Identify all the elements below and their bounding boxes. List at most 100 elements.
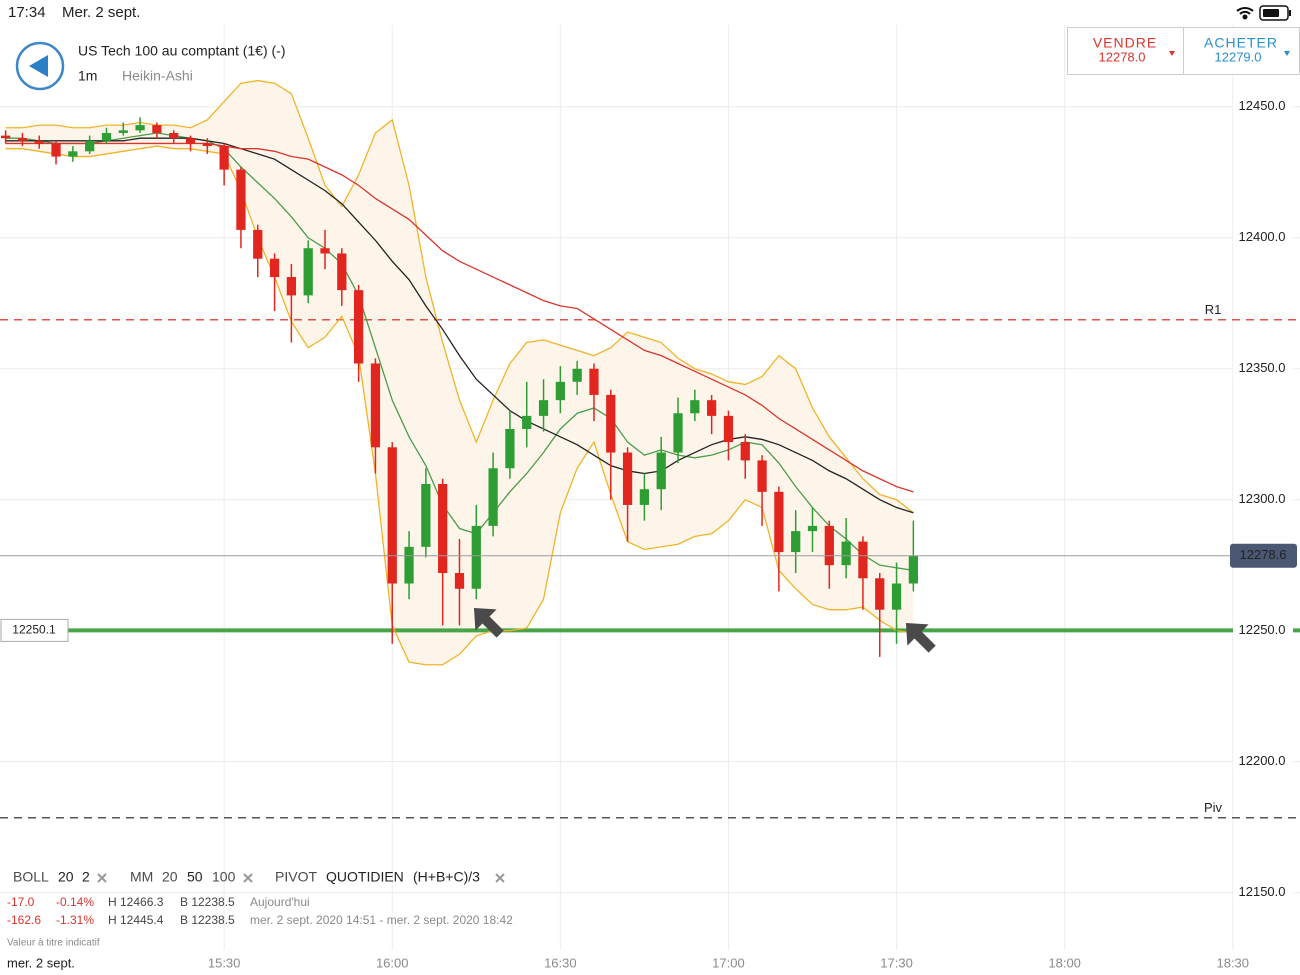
candle-body xyxy=(454,573,465,589)
candle-body xyxy=(152,125,162,133)
y-tick-label: 12300.0 xyxy=(1239,491,1286,506)
buy-label: ACHETER xyxy=(1204,35,1278,51)
candle-body xyxy=(404,546,414,584)
status-date: Mer. 2 sept. xyxy=(62,4,140,21)
y-tick-bg xyxy=(1233,752,1293,771)
candle-body xyxy=(0,135,11,139)
y-tick-bg xyxy=(1233,490,1293,509)
support-label-box xyxy=(0,618,69,642)
x-tick-label: 18:30 xyxy=(1216,955,1249,970)
candle-body xyxy=(538,400,549,416)
candle-body xyxy=(908,555,918,584)
indicator-mm[interactable]: MM 20 50 100 xyxy=(130,869,253,885)
annotation-arrow xyxy=(905,622,936,653)
indicator-name: MM xyxy=(130,869,153,885)
candle-body xyxy=(135,125,145,131)
candle-body xyxy=(690,400,700,414)
indicator-param: 50 xyxy=(187,869,203,885)
candle-body xyxy=(589,368,599,395)
x-tick-label: 16:30 xyxy=(544,955,577,970)
period: Aujourd'hui xyxy=(250,895,310,909)
candle-body xyxy=(774,491,784,553)
candle-body xyxy=(807,525,818,532)
candle-body xyxy=(656,452,666,490)
interval[interactable]: 1m xyxy=(78,68,97,84)
candle-body xyxy=(253,229,263,259)
candle-body xyxy=(85,140,95,152)
change-pct: -0.14% xyxy=(56,895,94,909)
candle-body xyxy=(555,381,565,401)
candle-body xyxy=(51,143,61,157)
candle-body xyxy=(606,394,616,453)
indicator-param: (H+B+C)/3 xyxy=(413,869,480,885)
indicator-param: 20 xyxy=(58,869,74,885)
sell-label: VENDRE xyxy=(1093,35,1157,51)
candle-body xyxy=(118,130,128,133)
y-tick-label: 12400.0 xyxy=(1239,229,1286,244)
y-tick-bg xyxy=(1233,97,1293,116)
date-label: mer. 2 sept. xyxy=(7,955,75,970)
change-pct: -1.31% xyxy=(56,913,94,927)
annotation-arrow xyxy=(473,607,504,638)
level-label: R1 xyxy=(1205,302,1222,317)
y-tick-label: 12450.0 xyxy=(1239,98,1286,113)
candle-body xyxy=(337,253,347,291)
candle-body xyxy=(639,489,650,505)
support-label: 12250.1 xyxy=(12,623,56,637)
indicator-param: QUOTIDIEN xyxy=(326,869,404,885)
candle-body xyxy=(488,468,498,526)
indicator-param: 2 xyxy=(82,869,90,885)
candle-body xyxy=(169,132,179,139)
low: B 12238.5 xyxy=(180,913,235,927)
sell-price: 12278.0 xyxy=(1099,49,1146,64)
y-tick-bg xyxy=(1233,621,1293,640)
candle-body xyxy=(185,138,196,144)
candle-body xyxy=(891,583,902,610)
candle-body xyxy=(421,483,431,547)
candle-body xyxy=(202,143,212,147)
x-tick-label: 16:00 xyxy=(376,955,409,970)
instrument-title: US Tech 100 au comptant (1€) (-) xyxy=(78,43,286,59)
last-price-box xyxy=(1230,543,1297,568)
candle-body xyxy=(858,541,868,579)
y-tick-bg xyxy=(1233,228,1293,247)
candle-body xyxy=(740,442,750,461)
indicator-pivot[interactable]: PIVOT QUOTIDIEN (H+B+C)/3 xyxy=(275,869,505,885)
candle-body xyxy=(673,413,683,453)
y-tick-bg xyxy=(1233,883,1293,902)
high: H 12466.3 xyxy=(108,895,164,909)
indicator-boll[interactable]: BOLL 20 2 xyxy=(13,869,107,885)
sell-button[interactable]: VENDRE 12278.0 xyxy=(1067,27,1184,75)
candle-body xyxy=(269,258,280,278)
low: B 12238.5 xyxy=(180,895,235,909)
candle-body xyxy=(236,169,246,230)
x-tick-label: 18:00 xyxy=(1048,955,1081,970)
y-tick-bg xyxy=(1233,359,1293,378)
y-tick-label: 12150.0 xyxy=(1239,884,1286,899)
candle-body xyxy=(438,483,448,574)
candle-body xyxy=(522,415,532,429)
level-label: Piv xyxy=(1204,800,1223,815)
candle-body xyxy=(286,277,297,296)
x-tick-label: 17:30 xyxy=(880,955,913,970)
battery-icon xyxy=(1259,5,1291,21)
high: H 12445.4 xyxy=(108,913,164,927)
band-fill xyxy=(5,80,914,665)
candle-body xyxy=(505,428,515,469)
candle-body xyxy=(320,248,330,254)
x-tick-label: 17:00 xyxy=(712,955,745,970)
stats: -17.0 -0.14% H 12466.3 B 12238.5 Aujourd… xyxy=(7,895,513,927)
date-box xyxy=(0,952,86,975)
candle-body xyxy=(875,578,885,610)
buy-button[interactable]: ACHETER 12279.0 xyxy=(1183,27,1300,75)
change: -17.0 xyxy=(7,895,35,909)
chart-style[interactable]: Heikin-Ashi xyxy=(122,68,193,84)
x-tick-label: 15:30 xyxy=(208,955,241,970)
candle-body xyxy=(219,146,229,170)
candle-body xyxy=(68,151,78,157)
buy-price: 12279.0 xyxy=(1215,49,1262,64)
candle-body xyxy=(622,452,633,505)
candle-body xyxy=(841,541,851,566)
back-button[interactable] xyxy=(15,41,65,91)
